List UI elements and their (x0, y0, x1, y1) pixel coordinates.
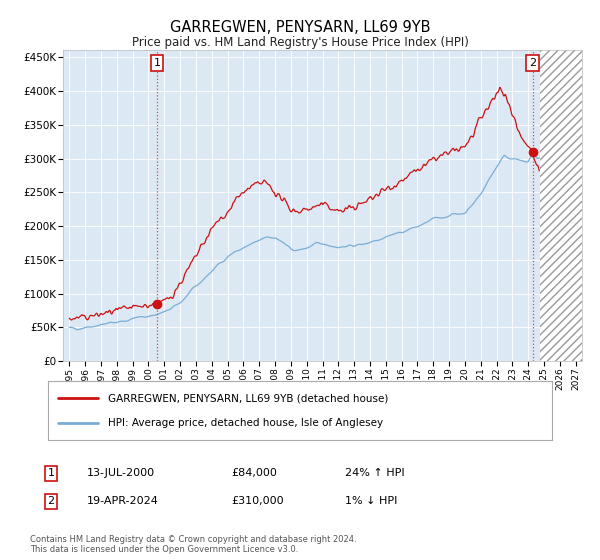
Text: 1% ↓ HPI: 1% ↓ HPI (345, 496, 397, 506)
Text: Price paid vs. HM Land Registry's House Price Index (HPI): Price paid vs. HM Land Registry's House … (131, 36, 469, 49)
Text: GARREGWEN, PENYSARN, LL69 9YB: GARREGWEN, PENYSARN, LL69 9YB (170, 20, 430, 35)
Bar (540, 50, 582, 361)
Text: 19-APR-2024: 19-APR-2024 (87, 496, 159, 506)
Text: 1: 1 (47, 468, 55, 478)
Text: 13-JUL-2000: 13-JUL-2000 (87, 468, 155, 478)
Text: 24% ↑ HPI: 24% ↑ HPI (345, 468, 404, 478)
Text: 2: 2 (529, 58, 536, 68)
Text: 2: 2 (47, 496, 55, 506)
Text: £310,000: £310,000 (231, 496, 284, 506)
Text: 1: 1 (154, 58, 160, 68)
Text: Contains HM Land Registry data © Crown copyright and database right 2024.
This d: Contains HM Land Registry data © Crown c… (30, 535, 356, 554)
Text: £84,000: £84,000 (231, 468, 277, 478)
Text: GARREGWEN, PENYSARN, LL69 9YB (detached house): GARREGWEN, PENYSARN, LL69 9YB (detached … (109, 394, 389, 403)
Text: HPI: Average price, detached house, Isle of Anglesey: HPI: Average price, detached house, Isle… (109, 418, 383, 428)
